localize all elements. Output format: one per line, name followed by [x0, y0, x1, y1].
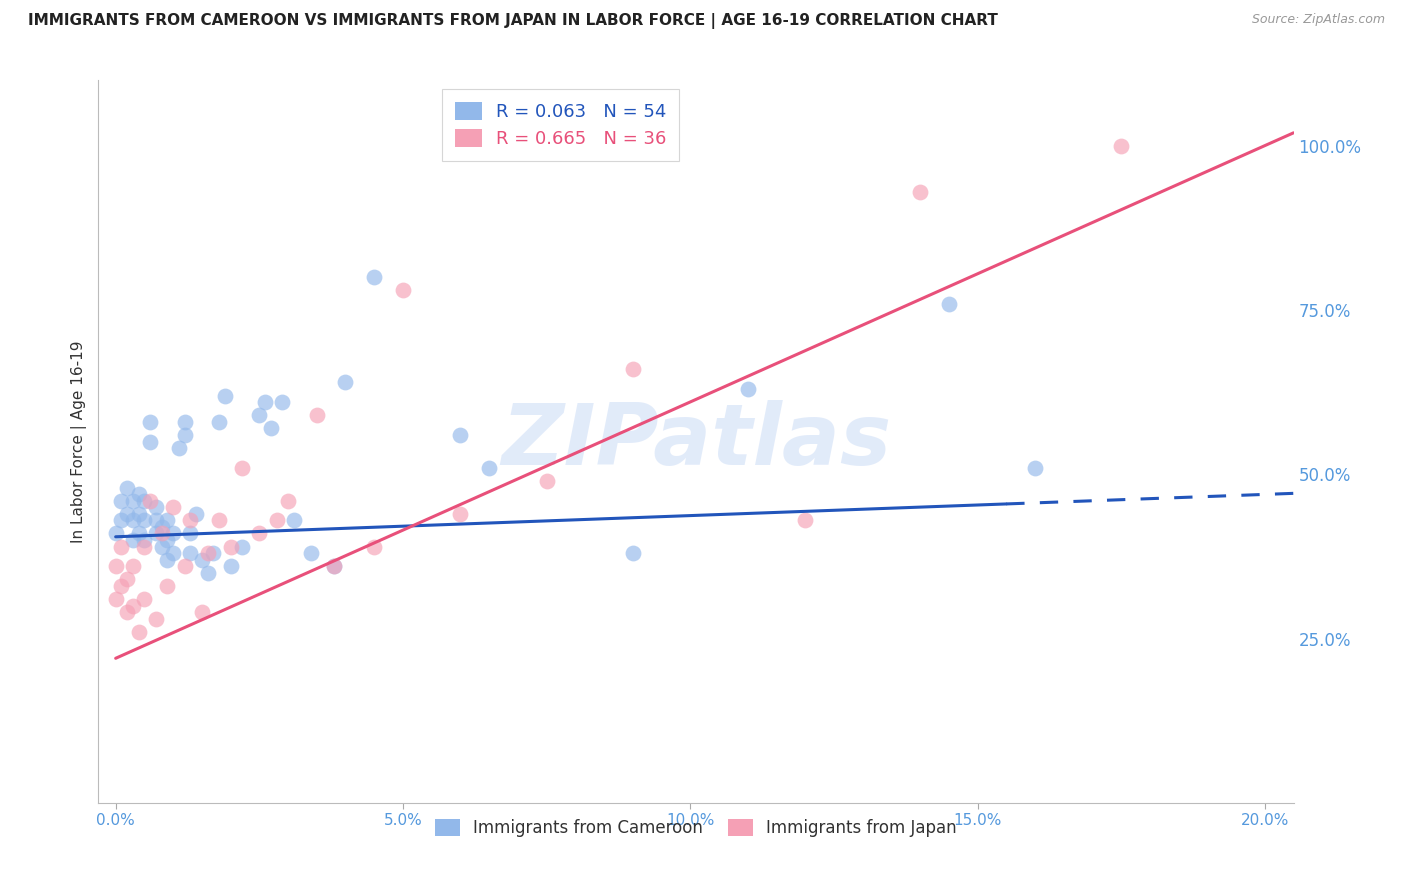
Point [122, 533, 145, 547]
Point [145, 612, 167, 626]
Point [938, 296, 960, 310]
Point [335, 376, 357, 390]
Point [323, 559, 346, 574]
Point [162, 500, 184, 515]
Point [363, 540, 385, 554]
Point [271, 395, 294, 409]
Point [134, 592, 156, 607]
Point [162, 526, 184, 541]
Point [363, 270, 385, 285]
Point [449, 507, 471, 521]
Point [110, 579, 132, 593]
Point [621, 546, 644, 560]
Point [156, 579, 179, 593]
Point [247, 409, 270, 423]
Point [260, 421, 283, 435]
Point [134, 533, 156, 547]
Point [156, 553, 179, 567]
Point [173, 559, 195, 574]
Point [197, 546, 219, 560]
Point [277, 493, 299, 508]
Point [179, 546, 201, 560]
Point [150, 540, 173, 554]
Point [478, 460, 501, 475]
Point [104, 559, 127, 574]
Point [247, 526, 270, 541]
Point [191, 605, 214, 619]
Point [134, 540, 156, 554]
Point [214, 388, 236, 402]
Point [115, 605, 138, 619]
Point [254, 395, 277, 409]
Point [323, 559, 346, 574]
Point [115, 481, 138, 495]
Legend: Immigrants from Cameroon, Immigrants from Japan: Immigrants from Cameroon, Immigrants fro… [426, 810, 966, 845]
Point [156, 533, 179, 547]
Point [179, 526, 201, 541]
Point [150, 526, 173, 541]
Point [283, 513, 305, 527]
Point [156, 513, 179, 527]
Text: ZIPatlas: ZIPatlas [501, 400, 891, 483]
Point [231, 460, 253, 475]
Point [219, 559, 242, 574]
Point [150, 520, 173, 534]
Point [219, 540, 242, 554]
Point [128, 625, 150, 640]
Point [104, 526, 127, 541]
Point [197, 566, 219, 580]
Point [1109, 139, 1132, 153]
Point [231, 540, 253, 554]
Point [191, 553, 214, 567]
Point [621, 362, 644, 376]
Point [202, 546, 225, 560]
Point [145, 526, 167, 541]
Point [173, 428, 195, 442]
Y-axis label: In Labor Force | Age 16-19: In Labor Force | Age 16-19 [72, 340, 87, 543]
Point [208, 415, 231, 429]
Point [145, 513, 167, 527]
Point [139, 415, 162, 429]
Point [305, 409, 328, 423]
Point [122, 493, 145, 508]
Point [128, 507, 150, 521]
Point [449, 428, 471, 442]
Point [179, 513, 201, 527]
Point [184, 507, 207, 521]
Point [128, 487, 150, 501]
Point [162, 546, 184, 560]
Point [299, 546, 322, 560]
Point [128, 526, 150, 541]
Point [266, 513, 288, 527]
Point [122, 559, 145, 574]
Point [208, 513, 231, 527]
Point [1024, 460, 1046, 475]
Point [392, 284, 415, 298]
Point [115, 573, 138, 587]
Point [737, 382, 759, 396]
Point [794, 513, 817, 527]
Point [104, 592, 127, 607]
Point [110, 493, 132, 508]
Point [139, 493, 162, 508]
Point [122, 599, 145, 613]
Point [122, 513, 145, 527]
Point [115, 507, 138, 521]
Text: Source: ZipAtlas.com: Source: ZipAtlas.com [1251, 13, 1385, 27]
Point [145, 500, 167, 515]
Point [110, 513, 132, 527]
Point [134, 493, 156, 508]
Point [173, 415, 195, 429]
Point [134, 513, 156, 527]
Point [908, 185, 931, 199]
Point [139, 434, 162, 449]
Text: IMMIGRANTS FROM CAMEROON VS IMMIGRANTS FROM JAPAN IN LABOR FORCE | AGE 16-19 COR: IMMIGRANTS FROM CAMEROON VS IMMIGRANTS F… [28, 13, 998, 29]
Point [536, 474, 558, 488]
Point [167, 441, 190, 455]
Point [110, 540, 132, 554]
